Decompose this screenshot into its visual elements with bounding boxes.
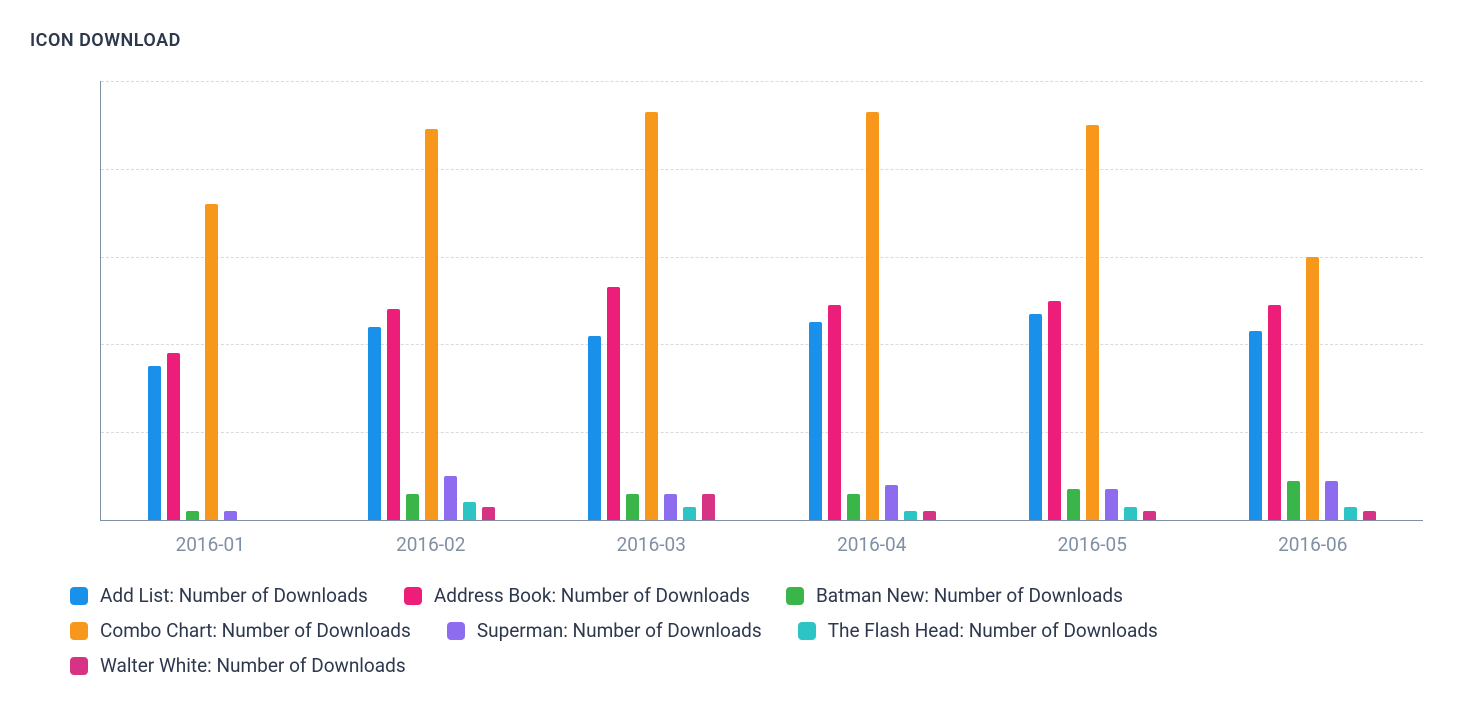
legend-swatch [798, 622, 816, 640]
chart-bar [588, 336, 601, 520]
legend-item[interactable]: The Flash Head: Number of Downloads [798, 619, 1158, 642]
chart-bar [1325, 481, 1338, 521]
chart-bar [645, 112, 658, 520]
chart: 2016-012016-022016-032016-042016-052016-… [30, 81, 1463, 556]
chart-x-axis: 2016-012016-022016-032016-042016-052016-… [100, 533, 1423, 556]
chart-bar [463, 502, 476, 520]
legend-label: Combo Chart: Number of Downloads [100, 619, 411, 642]
chart-bar [607, 287, 620, 520]
chart-bar [387, 309, 400, 520]
legend-label: Batman New: Number of Downloads [816, 584, 1123, 607]
chart-bar [148, 366, 161, 520]
chart-plot-area [100, 81, 1423, 521]
legend-swatch [786, 587, 804, 605]
legend-swatch [447, 622, 465, 640]
chart-bar [1306, 257, 1319, 520]
chart-bar [828, 305, 841, 520]
chart-bar [904, 511, 917, 520]
chart-bar [683, 507, 696, 520]
chart-bar [1029, 314, 1042, 520]
chart-bar [847, 494, 860, 520]
legend-swatch [70, 622, 88, 640]
chart-x-axis-label: 2016-06 [1203, 533, 1424, 556]
legend-swatch [70, 587, 88, 605]
chart-x-axis-label: 2016-04 [762, 533, 983, 556]
chart-bar [702, 494, 715, 520]
chart-x-axis-label: 2016-03 [541, 533, 762, 556]
chart-bar-group [762, 81, 982, 520]
chart-bar [368, 327, 381, 520]
chart-bar-group [542, 81, 762, 520]
chart-bar [425, 129, 438, 520]
chart-bar-group [1203, 81, 1423, 520]
chart-bar [1105, 489, 1118, 520]
chart-bar [1143, 511, 1156, 520]
legend-swatch [70, 657, 88, 675]
legend-label: Superman: Number of Downloads [477, 619, 762, 642]
legend-swatch [404, 587, 422, 605]
chart-bar [186, 511, 199, 520]
legend-label: Add List: Number of Downloads [100, 584, 368, 607]
legend-label: The Flash Head: Number of Downloads [828, 619, 1158, 642]
chart-bar [1124, 507, 1137, 520]
chart-x-axis-label: 2016-05 [982, 533, 1203, 556]
chart-bar [205, 204, 218, 520]
chart-bar [1048, 301, 1061, 521]
chart-bar-groups [101, 81, 1423, 520]
chart-bar [626, 494, 639, 520]
chart-bar-group [982, 81, 1202, 520]
chart-bar [167, 353, 180, 520]
chart-legend: Add List: Number of Downloads Address Boo… [30, 584, 1310, 677]
chart-x-axis-label: 2016-01 [100, 533, 321, 556]
chart-bar [406, 494, 419, 520]
legend-item[interactable]: Superman: Number of Downloads [447, 619, 762, 642]
chart-bar [482, 507, 495, 520]
chart-bar [1287, 481, 1300, 521]
chart-bar [809, 322, 822, 520]
chart-x-axis-label: 2016-02 [321, 533, 542, 556]
chart-bar [885, 485, 898, 520]
chart-title: ICON DOWNLOAD [30, 30, 1463, 51]
chart-bar [1249, 331, 1262, 520]
chart-bar [1344, 507, 1357, 520]
chart-bar [866, 112, 879, 520]
legend-item[interactable]: Address Book: Number of Downloads [404, 584, 750, 607]
legend-label: Address Book: Number of Downloads [434, 584, 750, 607]
chart-bar [1086, 125, 1099, 520]
chart-bar [664, 494, 677, 520]
chart-bar [1363, 511, 1376, 520]
chart-bar [224, 511, 237, 520]
chart-bar [444, 476, 457, 520]
chart-bar-group [101, 81, 321, 520]
legend-item[interactable]: Combo Chart: Number of Downloads [70, 619, 411, 642]
legend-item[interactable]: Add List: Number of Downloads [70, 584, 368, 607]
chart-bar [923, 511, 936, 520]
legend-item[interactable]: Walter White: Number of Downloads [70, 654, 406, 677]
chart-bar [1268, 305, 1281, 520]
chart-bar [1067, 489, 1080, 520]
legend-item[interactable]: Batman New: Number of Downloads [786, 584, 1123, 607]
legend-label: Walter White: Number of Downloads [100, 654, 406, 677]
chart-bar-group [321, 81, 541, 520]
